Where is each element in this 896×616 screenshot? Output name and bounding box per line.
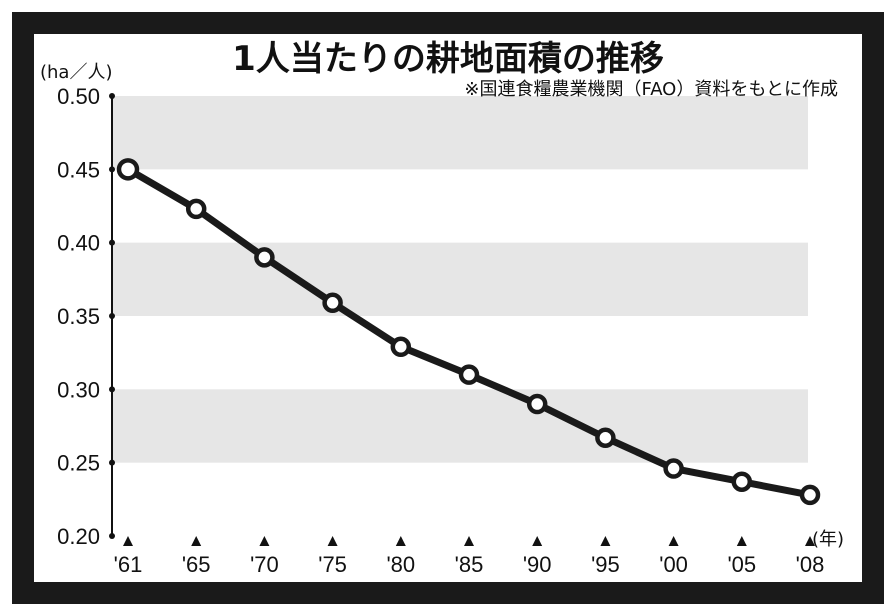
x-tick-label: '75 xyxy=(318,552,347,577)
y-tick-mark xyxy=(109,533,115,539)
x-tick-marker xyxy=(191,536,202,546)
data-point xyxy=(731,471,753,492)
grid-bands xyxy=(112,96,808,463)
x-axis-ticks: '61 '65 '70 '75 '80 '85 '90 '95 '00 '05 '08 xyxy=(114,536,825,577)
x-tick-label: '08 xyxy=(796,552,825,577)
y-tick-mark xyxy=(109,166,115,173)
y-axis-ticks: 0.20 0.25 0.30 0.35 0.40 0.45 0.50 xyxy=(57,84,115,549)
x-tick-marker xyxy=(123,536,133,546)
x-tick-label: '95 xyxy=(591,552,620,577)
data-point xyxy=(799,484,821,506)
x-tick-marker xyxy=(532,536,543,546)
data-point xyxy=(185,198,207,220)
x-tick-marker xyxy=(395,536,406,546)
y-tick-mark xyxy=(109,239,115,246)
series-line xyxy=(116,158,821,506)
x-axis-unit: (年) xyxy=(812,529,844,550)
y-tick-label: 0.40 xyxy=(57,231,100,256)
x-tick-marker xyxy=(668,536,679,546)
x-tick-label: '61 xyxy=(114,552,143,577)
x-tick-label: '00 xyxy=(659,552,688,577)
data-point xyxy=(322,292,343,314)
x-tick-label: '70 xyxy=(250,552,279,577)
grid-band xyxy=(112,389,808,463)
x-tick-marker xyxy=(259,536,270,546)
data-point xyxy=(526,393,548,415)
y-tick-mark xyxy=(109,386,115,393)
chart-subtitle: ※国連食糧農業機関（FAO）資料をもとに作成 xyxy=(464,79,838,100)
x-tick-label: '85 xyxy=(455,552,484,577)
data-point xyxy=(663,458,684,479)
x-tick-marker xyxy=(327,536,338,546)
data-point xyxy=(390,336,412,358)
x-tick-label: '05 xyxy=(727,552,756,577)
x-tick-label: '90 xyxy=(523,552,552,577)
x-tick-marker xyxy=(805,536,815,546)
data-point xyxy=(254,247,275,268)
x-tick-marker xyxy=(464,536,474,546)
y-tick-label: 0.50 xyxy=(57,84,100,109)
x-tick-marker xyxy=(600,536,611,546)
x-tick-label: '65 xyxy=(182,552,211,577)
y-tick-label: 0.20 xyxy=(57,524,100,549)
y-tick-label: 0.30 xyxy=(57,377,100,402)
y-tick-label: 0.25 xyxy=(57,451,100,476)
grid-band xyxy=(112,242,808,316)
y-tick-mark xyxy=(109,93,115,99)
grid-band xyxy=(112,96,808,170)
data-point xyxy=(458,364,480,385)
chart-title: 1人当たりの耕地面積の推移 xyxy=(232,39,664,79)
y-tick-label: 0.45 xyxy=(57,157,100,182)
y-tick-mark xyxy=(109,313,115,319)
data-point xyxy=(595,427,616,448)
data-point xyxy=(116,158,140,181)
y-tick-label: 0.35 xyxy=(57,304,100,329)
y-tick-mark xyxy=(109,459,115,466)
x-tick-label: '80 xyxy=(386,552,415,577)
y-axis-unit: (ha／人) xyxy=(40,62,112,83)
x-tick-marker xyxy=(736,536,747,546)
